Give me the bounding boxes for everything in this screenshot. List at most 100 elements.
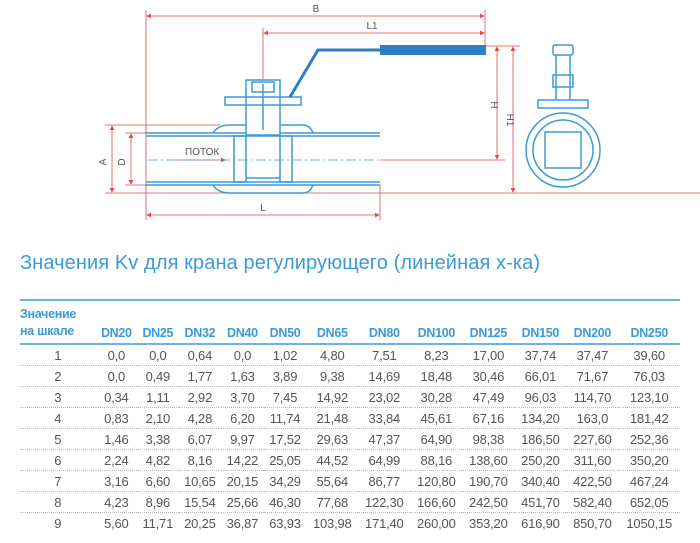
kv-cell: 181,42 xyxy=(618,407,680,429)
kv-cell: 0,64 xyxy=(178,344,222,366)
kv-cell: 76,03 xyxy=(618,365,680,387)
table-row: 4 0,83 2,10 4,28 6,20 11,74 21,48 33,84 45,61 67,… xyxy=(20,407,680,429)
kv-cell: 4,82 xyxy=(137,449,179,471)
kv-cell: 34,29 xyxy=(263,470,307,492)
kv-cell: 2,24 xyxy=(95,449,138,471)
kv-cell: 63,93 xyxy=(269,515,301,531)
scale-value-cell: 5 xyxy=(20,428,96,450)
kv-cell: 0,0 xyxy=(95,365,138,387)
kv-cell: 1050,15 xyxy=(626,515,672,531)
kv-cell: 20,15 xyxy=(221,470,264,492)
column-header-dn20: DN20 xyxy=(95,306,138,345)
column-header-dn65: DN65 xyxy=(306,306,359,345)
kv-cell: 45,61 xyxy=(410,407,463,429)
scale-value-cell: 7 xyxy=(20,470,96,492)
kv-cell: 3,89 xyxy=(263,365,307,387)
table-row: 1 0,0 0,0 0,64 0,0 1,02 4,80 7,51 8,23 17,00 37,74… xyxy=(20,344,680,366)
valve-body xyxy=(146,79,380,194)
kv-cell: 5,60 xyxy=(104,515,129,531)
scale-value-cell: 1 xyxy=(20,344,96,366)
kv-cell: 21,48 xyxy=(306,407,359,429)
kv-cell: 7,51 xyxy=(358,344,411,366)
kv-cell: 103,98 xyxy=(313,515,352,531)
dim-label-d: D xyxy=(117,158,128,165)
table-row: 7 3,16 6,60 10,65 20,15 34,29 55,64 86,77 120,80… xyxy=(20,470,680,492)
dim-label-h: H xyxy=(488,101,499,108)
kv-cell: 7,45 xyxy=(263,386,307,408)
kv-cell: 88,16 xyxy=(410,449,463,471)
kv-cell: 66,01 xyxy=(514,365,567,387)
table-top-rule xyxy=(20,299,680,301)
kv-cell: 122,30 xyxy=(358,491,411,513)
scale-value-cell: 8 xyxy=(20,491,96,513)
kv-cell: 33,84 xyxy=(358,407,411,429)
kv-cell: 6,60 xyxy=(137,470,179,492)
column-header-dn150: DN150 xyxy=(514,306,567,345)
kv-cell: 15,54 xyxy=(178,491,222,513)
kv-cell: 10,65 xyxy=(178,470,222,492)
kv-cell: 6,20 xyxy=(221,407,264,429)
kv-cell: 190,70 xyxy=(462,470,515,492)
kv-cell: 4,28 xyxy=(178,407,222,429)
kv-cell: 8,23 xyxy=(410,344,463,366)
header-line-1: Значение xyxy=(20,307,77,321)
kv-cell: 138,60 xyxy=(462,449,515,471)
kv-cell: 260,00 xyxy=(417,515,456,531)
kv-cell: 350,20 xyxy=(618,449,680,471)
dim-label-a: A xyxy=(98,158,109,165)
dim-label-h1: H1 xyxy=(504,114,515,127)
kv-cell: 64,99 xyxy=(358,449,411,471)
scale-value-cell: 9 xyxy=(54,515,62,531)
dim-label-l: L xyxy=(260,203,266,214)
kv-table: Значение на шкале DN20 DN25 DN32 DN40 DN50 DN6… xyxy=(20,306,680,533)
kv-cell: 46,30 xyxy=(263,491,307,513)
kv-cell: 77,68 xyxy=(306,491,359,513)
kv-cell: 163,0 xyxy=(566,407,619,429)
kv-cell: 1,11 xyxy=(137,386,179,408)
scale-value-cell: 4 xyxy=(20,407,96,429)
column-header-dn200: DN200 xyxy=(566,306,619,345)
column-header-dn100: DN100 xyxy=(410,306,463,345)
handle-grip xyxy=(380,45,486,55)
column-header-dn50: DN50 xyxy=(263,306,307,345)
kv-cell: 114,70 xyxy=(566,386,619,408)
kv-cell: 0,0 xyxy=(221,344,264,366)
kv-cell: 23,02 xyxy=(358,386,411,408)
kv-cell: 11,71 xyxy=(142,515,174,531)
table-row: 6 2,24 4,82 8,16 14,22 25,05 44,52 64,99 88,16 13… xyxy=(20,449,680,471)
kv-cell: 340,40 xyxy=(514,470,567,492)
kv-cell: 252,36 xyxy=(618,428,680,450)
kv-cell: 30,46 xyxy=(462,365,515,387)
kv-cell: 0,83 xyxy=(95,407,138,429)
scale-value-cell: 6 xyxy=(20,449,96,471)
kv-cell: 96,03 xyxy=(514,386,567,408)
kv-cell: 3,16 xyxy=(95,470,138,492)
kv-cell: 0,0 xyxy=(137,344,179,366)
kv-cell: 467,24 xyxy=(618,470,680,492)
kv-cell: 582,40 xyxy=(566,491,619,513)
handle-lever xyxy=(288,48,380,98)
table-row: 5 1,46 3,38 6,07 9,97 17,52 29,63 47,37 64,90 98,… xyxy=(20,428,680,450)
dim-label-l1: L1 xyxy=(366,21,378,32)
scale-value-cell: 3 xyxy=(20,386,96,408)
kv-cell: 71,67 xyxy=(566,365,619,387)
valve-side-view xyxy=(525,44,601,188)
kv-cell: 17,00 xyxy=(462,344,515,366)
scale-column-header: Значение на шкале xyxy=(20,306,96,345)
kv-cell: 20,25 xyxy=(184,515,216,531)
kv-cell: 1,02 xyxy=(263,344,307,366)
kv-cell: 8,96 xyxy=(137,491,179,513)
kv-cell: 166,60 xyxy=(410,491,463,513)
kv-cell: 2,10 xyxy=(137,407,179,429)
kv-cell: 0,34 xyxy=(95,386,138,408)
kv-cell: 30,28 xyxy=(410,386,463,408)
kv-cell: 4,23 xyxy=(95,491,138,513)
kv-cell: 353,20 xyxy=(469,515,508,531)
kv-cell: 47,49 xyxy=(462,386,515,408)
scale-value-cell: 2 xyxy=(20,365,96,387)
column-header-dn40: DN40 xyxy=(221,306,264,345)
kv-cell: 47,37 xyxy=(358,428,411,450)
kv-cell: 616,90 xyxy=(521,515,560,531)
kv-cell: 37,47 xyxy=(566,344,619,366)
kv-cell: 120,80 xyxy=(410,470,463,492)
